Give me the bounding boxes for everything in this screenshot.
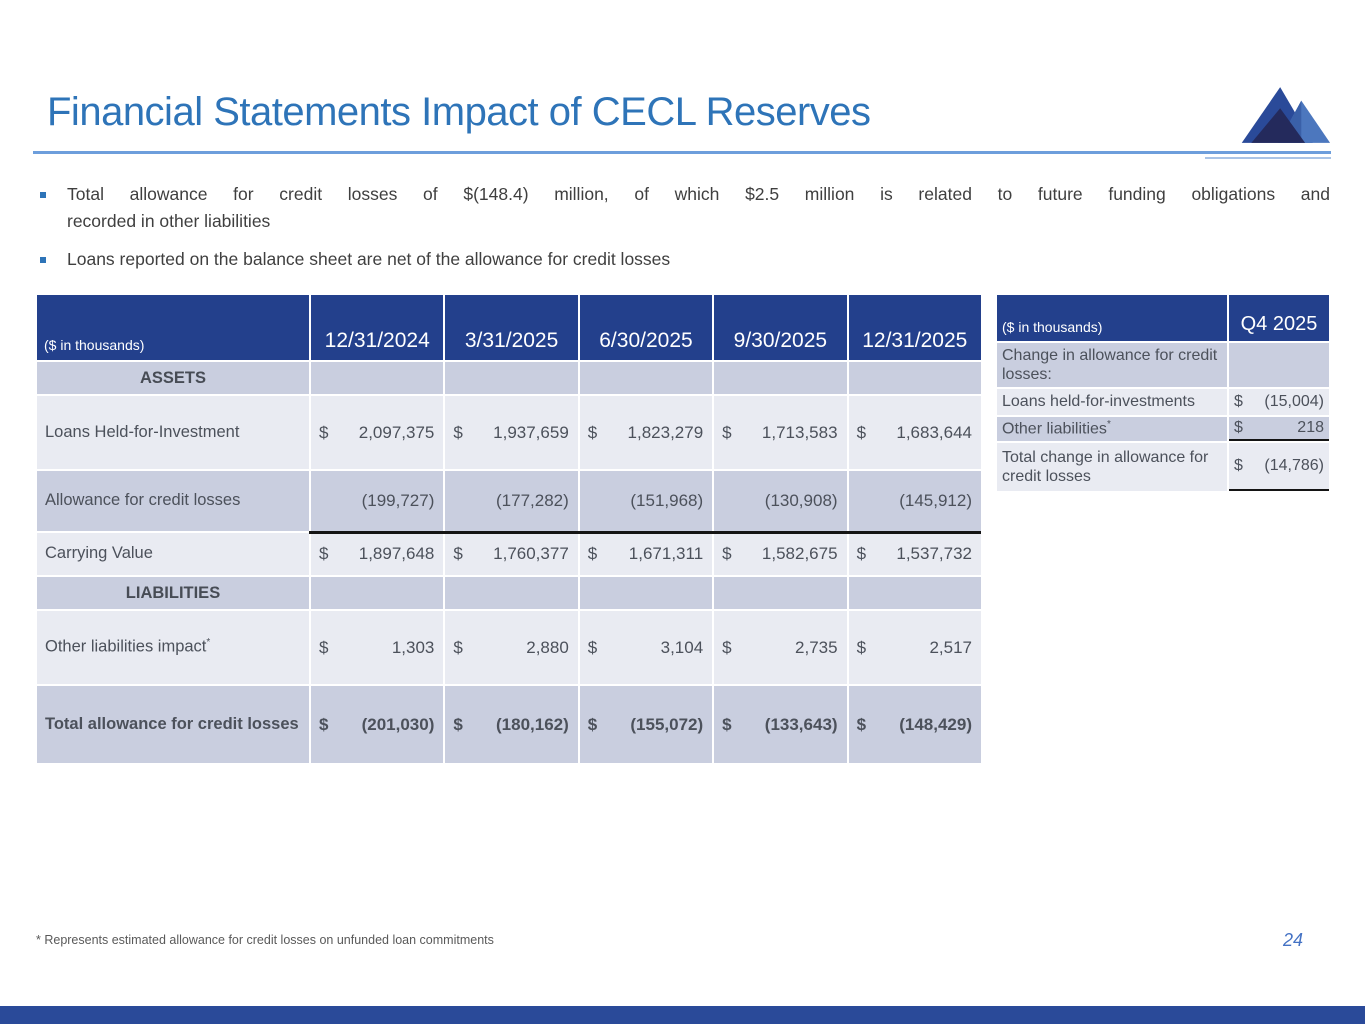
table-row-allowance: Allowance for credit losses (199,727) (1… [37, 471, 981, 531]
bottom-accent-bar [0, 1006, 1365, 1024]
bullet-square-icon [40, 257, 46, 263]
side-table: ($ in thousands) Q4 2025 Change in allow… [995, 293, 1331, 493]
main-table-header-row: ($ in thousands) 12/31/2024 3/31/2025 6/… [37, 295, 981, 360]
row-label: Loans held-for-investments [997, 389, 1227, 415]
page-title: Financial Statements Impact of CECL Rese… [47, 90, 871, 134]
side-column-header: Q4 2025 [1229, 295, 1329, 341]
empty-cell [714, 577, 847, 609]
value-cell: $ (14,786) [1229, 443, 1329, 491]
table-row-loans-hfi: Loans Held-for-Investment $2,097,375 $1,… [37, 396, 981, 469]
accounting-subtotal-line [309, 531, 981, 534]
value-cell: $1,937,659 [445, 396, 578, 469]
value-cell: $1,713,583 [714, 396, 847, 469]
row-label: Total change in allowance for credit los… [997, 443, 1227, 491]
side-row-other-liabilities: Other liabilities* $218 [997, 417, 1329, 441]
value-cell [1229, 343, 1329, 387]
bullet-text-line: Total allowance for credit losses of $(1… [67, 184, 1330, 204]
empty-cell [311, 362, 444, 394]
row-label: Other liabilities* [997, 417, 1227, 441]
side-row-loans-hfi: Loans held-for-investments $ (15,004) [997, 389, 1329, 415]
page-number: 24 [1283, 930, 1304, 950]
empty-cell [714, 362, 847, 394]
side-table-header-row: ($ in thousands) Q4 2025 [997, 295, 1329, 341]
column-header: 6/30/2025 [579, 295, 713, 360]
column-header: 3/31/2025 [445, 295, 578, 360]
column-header: 9/30/2025 [714, 295, 847, 360]
section-row-assets: ASSETS [37, 362, 981, 394]
main-unit-label: ($ in thousands) [37, 295, 309, 360]
section-label: LIABILITIES [37, 577, 309, 609]
value-cell: $1,897,648 [311, 533, 444, 575]
empty-cell [311, 577, 444, 609]
value-cell: (130,908) [714, 471, 847, 531]
column-header: 12/31/2025 [848, 295, 981, 360]
bullet-item: Total allowance for credit losses of $(1… [38, 181, 1330, 235]
value-cell: (199,727) [311, 471, 444, 531]
section-label: ASSETS [37, 362, 309, 394]
value-cell: $2,097,375 [311, 396, 444, 469]
logo-underline [1205, 157, 1331, 159]
column-header: 12/31/2024 [311, 295, 444, 360]
value-cell: $1,683,644 [848, 396, 981, 469]
value-cell: $2,735 [714, 611, 847, 684]
value-cell: $1,582,675 [714, 533, 847, 575]
main-table: ($ in thousands) 12/31/2024 3/31/2025 6/… [35, 293, 983, 765]
table-row-carrying-value: Carrying Value $1,897,648 $1,760,377 $1,… [37, 533, 981, 575]
empty-cell [848, 577, 981, 609]
value-cell: $1,671,311 [579, 533, 713, 575]
row-label: Allowance for credit losses [37, 471, 309, 531]
value-cell: $3,104 [579, 611, 713, 684]
table-row-total-allowance: Total allowance for credit losses $ (201,… [37, 686, 981, 763]
row-label: Other liabilities impact* [37, 611, 309, 684]
row-label: Loans Held-for-Investment [37, 396, 309, 469]
row-label: Change in allowance for credit losses: [997, 343, 1227, 387]
section-row-liabilities: LIABILITIES [37, 577, 981, 609]
value-cell: $1,303 [311, 611, 444, 684]
empty-cell [579, 577, 713, 609]
side-row-change-heading: Change in allowance for credit losses: [997, 343, 1329, 387]
table-row-other-liabilities: Other liabilities impact* $1,303 $2,880 … [37, 611, 981, 684]
bullet-text-line: Loans reported on the balance sheet are … [67, 249, 671, 269]
value-cell: (177,282) [445, 471, 578, 531]
value-cell: $1,760,377 [445, 533, 578, 575]
empty-cell [848, 362, 981, 394]
row-label: Total allowance for credit losses [37, 686, 309, 763]
value-cell: $1,823,279 [579, 396, 713, 469]
value-cell: (151,968) [579, 471, 713, 531]
empty-cell [445, 577, 578, 609]
side-unit-label: ($ in thousands) [997, 295, 1227, 341]
value-cell: $ (155,072) [579, 686, 713, 763]
bullet-square-icon [40, 192, 46, 198]
bullet-item: Loans reported on the balance sheet are … [38, 246, 1330, 273]
value-cell: $218 [1229, 417, 1329, 441]
value-cell: $1,537,732 [848, 533, 981, 575]
value-cell: $ (133,643) [714, 686, 847, 763]
value-cell: $ (148,429) [848, 686, 981, 763]
title-divider [33, 151, 1331, 154]
value-cell: $ (180,162) [445, 686, 578, 763]
value-cell: $2,880 [445, 611, 578, 684]
bullet-list: Total allowance for credit losses of $(1… [38, 181, 1330, 284]
empty-cell [445, 362, 578, 394]
row-label: Carrying Value [37, 533, 309, 575]
value-cell: $ (201,030) [311, 686, 444, 763]
value-cell: $2,517 [848, 611, 981, 684]
value-cell: $ (15,004) [1229, 389, 1329, 415]
empty-cell [579, 362, 713, 394]
mountain-logo-icon [1241, 87, 1331, 143]
bullet-text-line: recorded in other liabilities [67, 211, 271, 231]
side-row-total-change: Total change in allowance for credit los… [997, 443, 1329, 491]
footnote: * Represents estimated allowance for cre… [36, 933, 494, 947]
value-cell: (145,912) [848, 471, 981, 531]
